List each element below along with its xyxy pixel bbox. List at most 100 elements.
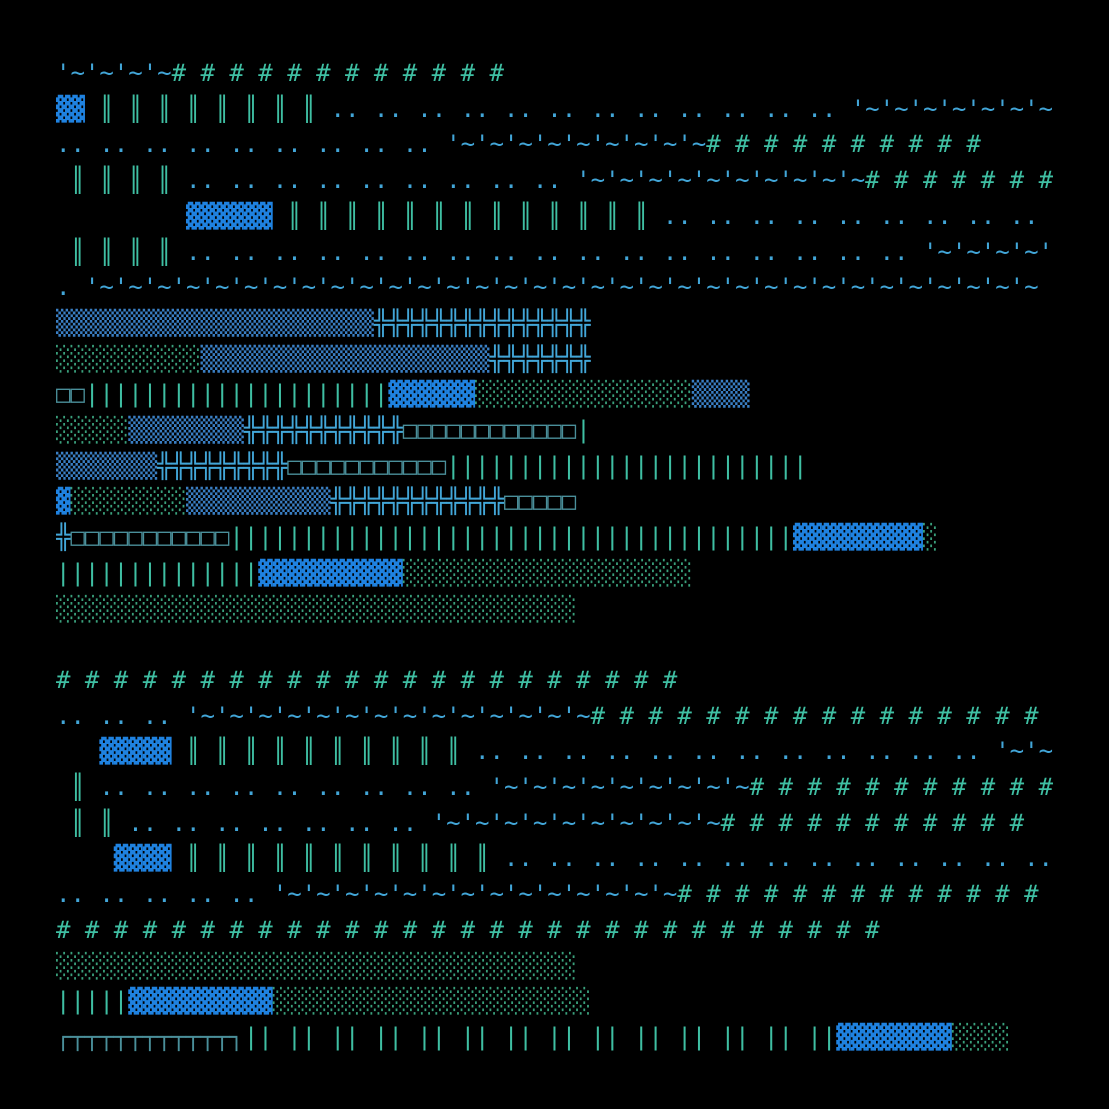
- art-row: ▓░░░░░░░░▒▒▒▒▒▒▒▒▒▒╬╬╬╬╬╬╬╬╬╬╬╬□□□□□: [56, 485, 576, 517]
- art-glyph-run: .. .. .. .. .. .. .. .. .. .. .. ..: [316, 94, 837, 123]
- art-glyph-run: ▒▒▒▒▒▒▒: [56, 451, 158, 480]
- art-row: . '~'~'~'~'~'~'~'~'~'~'~'~'~'~'~'~'~'~'~…: [56, 271, 1039, 303]
- art-glyph-run: ░░░░░░░░░░░░░░░: [475, 380, 692, 409]
- art-row: ▓▓▓▓▓ ║ ║ ║ ║ ║ ║ ║ ║ ║ ║ .. .. .. .. ..…: [56, 735, 1053, 767]
- art-glyph-run: || || || || || || || || || || || || || |…: [243, 1022, 837, 1051]
- art-glyph-run: # # # # # # # # # # #: [720, 808, 1025, 837]
- art-glyph-run: ▓▓▓▓▓: [99, 737, 172, 766]
- art-row: ║ ║ .. .. .. .. .. .. .. '~'~'~'~'~'~'~'…: [56, 807, 1024, 839]
- art-row: .. .. .. .. .. .. .. .. .. '~'~'~'~'~'~'…: [56, 128, 981, 160]
- art-glyph-run: ║ ║ ║ ║ ║ ║ ║ ║ ║ ║ ║: [171, 844, 490, 873]
- art-glyph-run: |||||||||||||||||||||: [84, 380, 389, 409]
- art-glyph-run: '~'~'~'~'~'~'~'~: [995, 737, 1053, 766]
- art-glyph-run: # # # # # # # # # # # # # # # # # # #: [590, 701, 1039, 730]
- art-glyph-run: ░: [922, 523, 938, 552]
- art-row: ╬□□□□□□□□□□□||||||||||||||||||||||||||||…: [56, 521, 937, 553]
- art-row: ▓▓ ║ ║ ║ ║ ║ ║ ║ ║ .. .. .. .. .. .. .. …: [56, 93, 1053, 125]
- art-glyph-run: '~'~'~'~'~'~'~'~'~'~'~'~'~'~: [258, 880, 678, 909]
- art-glyph-run: ║ ║ ║ ║ ║ ║ ║ ║ ║ ║: [171, 737, 461, 766]
- art-glyph-run: [56, 844, 114, 872]
- art-glyph-run: ║ ║ ║ ║: [56, 166, 172, 195]
- art-glyph-run: # # # # # # # # # #: [706, 130, 981, 159]
- art-glyph-run: ░░░░░░░░░░: [56, 344, 201, 373]
- art-glyph-run: ▓▓▓▓▓▓▓▓▓▓: [128, 987, 273, 1016]
- art-glyph-run: .. .. .. .. .. .. .. .. ..: [56, 130, 432, 159]
- art-row: .. .. .. '~'~'~'~'~'~'~'~'~'~'~'~'~'~# #…: [56, 700, 1053, 732]
- art-row: .. .. .. .. .. '~'~'~'~'~'~'~'~'~'~'~'~'…: [56, 878, 1053, 910]
- art-glyph-run: ▓▓▓▓▓▓: [388, 380, 476, 409]
- art-glyph-run: |||||||||||||||||||||||||: [446, 451, 808, 480]
- art-glyph-run: .. .. .. .. .. .. .. .. .. .. .. ..: [460, 737, 981, 766]
- art-glyph-run: ░░░░░░░░░░░░░░░░░░░░░░: [272, 987, 591, 1016]
- art-glyph-run: ▓▓▓▓▓▓▓▓▓: [792, 523, 923, 552]
- art-glyph-run: ║ ║ ║ ║: [56, 237, 172, 266]
- art-glyph-run: '~'~'~'~'~'~'~'~'~'~: [561, 166, 866, 195]
- art-row: ░░░░░░░░░░▒▒▒▒▒▒▒▒▒▒▒▒▒▒▒▒▒▒▒▒╬╬╬╬╬╬╬: [56, 343, 591, 375]
- art-row: # # # # # # # # # # # # # # # # # # # # …: [56, 914, 880, 946]
- art-glyph-run: ▒▒▒▒▒▒▒▒▒▒▒▒▒▒▒▒▒▒▒▒▒▒: [56, 308, 374, 337]
- art-glyph-run: [56, 737, 99, 765]
- art-glyph-run: ▓▓▓▓▓▓▓▓: [836, 1022, 952, 1051]
- art-glyph-run: ╬╬╬╬╬╬╬╬╬: [157, 451, 288, 480]
- art-glyph-run: |||||: [56, 987, 129, 1016]
- art-row: |||||▓▓▓▓▓▓▓▓▓▓░░░░░░░░░░░░░░░░░░░░░░: [56, 985, 591, 1017]
- art-glyph-run: ┌┬┬┬┬┬┬┬┬┬┬┬┐: [56, 1022, 244, 1051]
- art-glyph-run: ╬╬╬╬╬╬╬╬╬╬╬╬: [330, 487, 504, 516]
- art-glyph-run: # # # # # # # # # # # #: [171, 59, 504, 87]
- art-glyph-run: □□□□□: [503, 487, 577, 516]
- art-glyph-run: '~'~'~'~'~'~'~'~'~: [431, 130, 707, 159]
- art-glyph-run: .. .. .. .. .. .. ..: [113, 808, 418, 837]
- art-glyph-run: .. .. .. .. .. .. .. .. ..: [171, 166, 562, 195]
- art-glyph-run: |: [576, 416, 591, 444]
- art-glyph-run: # # # # # # # # # # # # # # # # # #: [677, 880, 1039, 909]
- art-glyph-run: |||||||||||||||||||||||||||||||||||||||: [229, 523, 793, 552]
- art-glyph-run: # # # # # # # # # # # # # # # # # # # # …: [56, 665, 678, 694]
- art-row: ▒▒▒▒▒▒▒╬╬╬╬╬╬╬╬╬□□□□□□□□□□□|||||||||||||…: [56, 450, 807, 482]
- art-glyph-run: .. .. .. .. .. .. .. .. ..: [648, 201, 1039, 230]
- art-glyph-run: ▓▓▓▓▓▓▓▓▓▓: [258, 558, 403, 587]
- art-glyph-run: .. .. .. .. .. .. .. .. .. .. .. .. .. .…: [171, 237, 909, 266]
- art-glyph-run: □□□□□□□□□□□: [70, 523, 230, 552]
- art-glyph-run: ║: [56, 773, 85, 801]
- art-glyph-run: ╬╬╬╬╬╬╬╬╬╬╬: [243, 416, 403, 444]
- art-glyph-run: # # # # # # # # # # #: [749, 773, 1053, 801]
- art-glyph-run: '~'~'~'~'~'~'~'~'~'~'~'~'~'~: [171, 701, 591, 730]
- art-glyph-run: ▓: [56, 487, 71, 516]
- art-row: ║ ║ ║ ║ .. .. .. .. .. .. .. .. .. '~'~'…: [56, 164, 1053, 196]
- art-row: # # # # # # # # # # # # # # # # # # # # …: [56, 664, 677, 696]
- art-row: '~'~'~'~# # # # # # # # # # # # ▓▓▓▓: [56, 57, 1053, 89]
- art-glyph-run: ║ ║: [56, 808, 114, 837]
- art-glyph-run: .. .. .. .. ..: [56, 880, 259, 909]
- art-glyph-run: ║ ║ ║ ║ ║ ║ ║ ║ ║ ║ ║ ║ ║: [272, 201, 649, 230]
- art-glyph-run: ╬╬╬╬╬╬╬╬╬╬╬╬╬╬╬: [373, 308, 591, 337]
- art-row: ||||||||||||||▓▓▓▓▓▓▓▓▓▓░░░░░░░░░░░░░░░░…: [56, 557, 692, 589]
- art-row: ▒▒▒▒▒▒▒▒▒▒▒▒▒▒▒▒▒▒▒▒▒▒╬╬╬╬╬╬╬╬╬╬╬╬╬╬╬: [56, 307, 591, 339]
- art-glyph-run: ▒▒▒▒: [691, 380, 750, 409]
- art-glyph-run: ░░░░░░░░░░░░░░░░░░░░: [402, 558, 692, 587]
- art-glyph-run: ||||||||||||||: [56, 558, 259, 587]
- art-glyph-run: # # # # # # # # # # # #: [865, 166, 1053, 195]
- art-row: ▓▓▓▓▓▓ ║ ║ ║ ║ ║ ║ ║ ║ ║ ║ ║ ║ ║ .. .. .…: [56, 200, 1039, 232]
- art-glyph-run: # # # # # # # # # # # # # # # # # # # # …: [56, 915, 880, 944]
- art-row: ▓▓▓▓ ║ ║ ║ ║ ║ ║ ║ ║ ║ ║ ║ .. .. .. .. .…: [56, 842, 1053, 874]
- art-glyph-run: '~'~'~'~'~'~'~'~'~: [475, 773, 750, 801]
- art-glyph-run: ░░░░░: [56, 416, 129, 444]
- art-row: ║ .. .. .. .. .. .. .. .. .. '~'~'~'~'~'…: [56, 771, 1053, 803]
- art-row: □□|||||||||||||||||||||▓▓▓▓▓▓░░░░░░░░░░░…: [56, 378, 750, 410]
- art-glyph-run: '~'~'~'~'~'~'~'~'~'~'~'~'~'~'~: [922, 237, 1053, 266]
- art-glyph-run: '~'~'~'~'~'~'~'~'~'~'~'~'~: [850, 94, 1053, 123]
- art-glyph-run: .. .. .. .. .. .. .. .. ..: [84, 773, 476, 801]
- art-glyph-run: ▓▓▓▓▓▓: [186, 201, 273, 230]
- art-glyph-run: .. .. .. .. .. .. .. .. .. .. .. .. ..: [489, 844, 1053, 873]
- art-glyph-run: . '~'~'~'~'~'~'~'~'~'~'~'~'~'~'~'~'~'~'~…: [56, 273, 1039, 302]
- art-row: ┌┬┬┬┬┬┬┬┬┬┬┬┐|| || || || || || || || || …: [56, 1021, 1010, 1053]
- art-glyph-run: ░░░░░░░░░░░░░░░░░░░░░░░░░░░░░░░░░░░░: [56, 594, 577, 623]
- art-glyph-run: .. .. ..: [56, 701, 172, 730]
- art-glyph-run: □□□□□□□□□□□□: [402, 416, 577, 444]
- art-row: ░░░░░░░░░░░░░░░░░░░░░░░░░░░░░░░░░░░░: [56, 593, 576, 625]
- art-glyph-run: ╬: [56, 523, 71, 552]
- art-glyph-run: ▒▒▒▒▒▒▒▒: [128, 416, 244, 444]
- art-glyph-run: ▒▒▒▒▒▒▒▒▒▒: [186, 487, 331, 516]
- art-glyph-run: ╬╬╬╬╬╬╬: [489, 344, 591, 373]
- art-row: ░░░░░░░░░░░░░░░░░░░░░░░░░░░░░░░░░░░░: [56, 950, 576, 982]
